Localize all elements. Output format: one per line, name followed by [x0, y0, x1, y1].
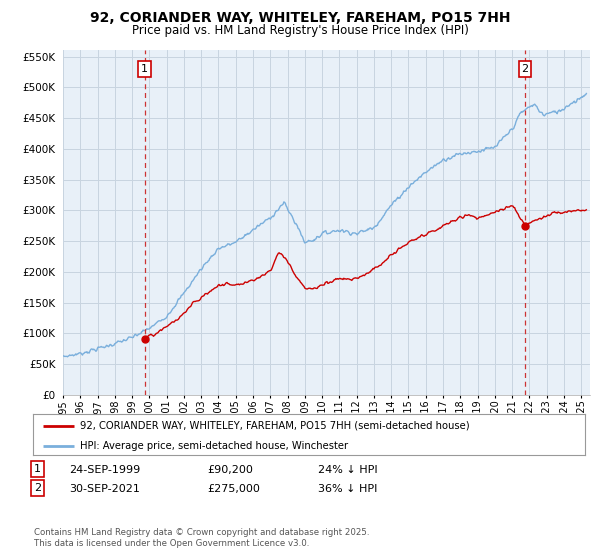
Text: Price paid vs. HM Land Registry's House Price Index (HPI): Price paid vs. HM Land Registry's House … [131, 24, 469, 36]
Text: £275,000: £275,000 [207, 484, 260, 494]
Text: This data is licensed under the Open Government Licence v3.0.: This data is licensed under the Open Gov… [34, 539, 310, 548]
Text: HPI: Average price, semi-detached house, Winchester: HPI: Average price, semi-detached house,… [80, 441, 348, 451]
Text: Contains HM Land Registry data © Crown copyright and database right 2025.: Contains HM Land Registry data © Crown c… [34, 528, 370, 536]
Text: 92, CORIANDER WAY, WHITELEY, FAREHAM, PO15 7HH: 92, CORIANDER WAY, WHITELEY, FAREHAM, PO… [90, 11, 510, 25]
Text: 1: 1 [141, 64, 148, 74]
Text: 92, CORIANDER WAY, WHITELEY, FAREHAM, PO15 7HH (semi-detached house): 92, CORIANDER WAY, WHITELEY, FAREHAM, PO… [80, 421, 470, 431]
Text: 30-SEP-2021: 30-SEP-2021 [69, 484, 140, 494]
Text: 24% ↓ HPI: 24% ↓ HPI [318, 465, 377, 475]
Text: 24-SEP-1999: 24-SEP-1999 [69, 465, 140, 475]
Text: 2: 2 [34, 483, 41, 493]
Text: £90,200: £90,200 [207, 465, 253, 475]
Text: 2: 2 [521, 64, 529, 74]
Text: 36% ↓ HPI: 36% ↓ HPI [318, 484, 377, 494]
Text: 1: 1 [34, 464, 41, 474]
